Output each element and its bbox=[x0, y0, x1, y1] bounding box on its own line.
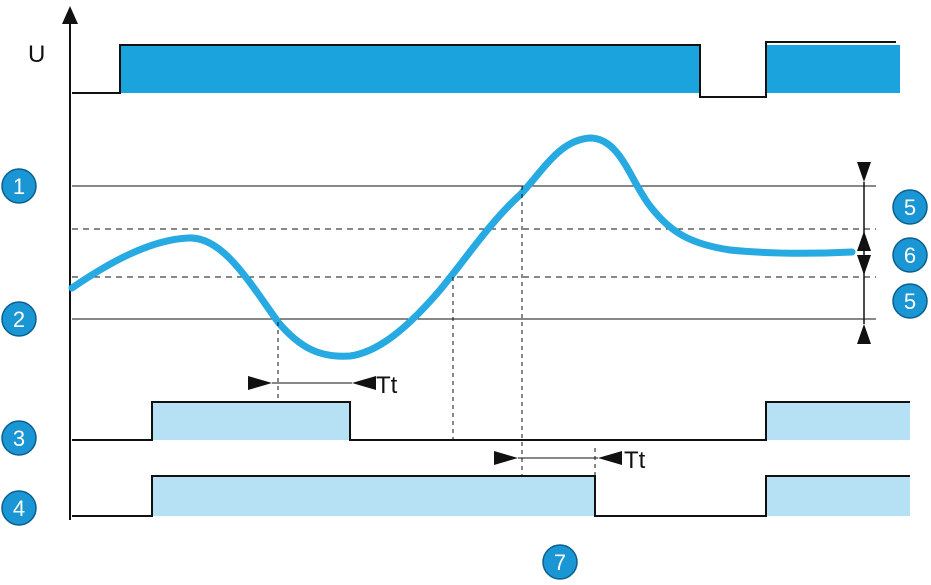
badge-2: 2 bbox=[1, 301, 37, 337]
svg-text:1: 1 bbox=[13, 174, 25, 199]
delay-arrow-left-icon-2 bbox=[598, 451, 622, 465]
hysteresis-up-arrow-icon bbox=[857, 231, 871, 251]
svg-text:5: 5 bbox=[904, 195, 916, 220]
range-bottom-arrow-icon bbox=[857, 324, 871, 344]
delay-arrow-left-icon bbox=[352, 376, 376, 390]
output-4-block-2 bbox=[766, 476, 910, 516]
svg-text:5: 5 bbox=[904, 289, 916, 314]
u-axis-label: U bbox=[28, 41, 45, 68]
svg-text:6: 6 bbox=[904, 243, 916, 268]
svg-text:3: 3 bbox=[13, 426, 25, 451]
badge-1: 1 bbox=[1, 168, 37, 204]
badge-5-lower: 5 bbox=[892, 283, 928, 319]
output-3-block-1 bbox=[152, 402, 350, 440]
output-4-trace bbox=[72, 475, 910, 517]
supply-voltage-line bbox=[72, 41, 896, 98]
monitored-signal-curve bbox=[68, 134, 856, 360]
svg-text:4: 4 bbox=[13, 496, 25, 521]
range-top-arrow-icon bbox=[857, 162, 871, 182]
svg-text:2: 2 bbox=[13, 307, 25, 332]
badge-5-upper: 5 bbox=[892, 189, 928, 225]
output-3-block-2 bbox=[766, 402, 910, 440]
delay-arrow-right-icon-2 bbox=[494, 451, 518, 465]
badge-4: 4 bbox=[1, 490, 37, 526]
delay-time-label-2: Tt bbox=[624, 447, 646, 474]
delay-time-label-1: Tt bbox=[376, 372, 398, 399]
supply-on-block-2 bbox=[766, 45, 900, 93]
delay-time-marker-2: Tt bbox=[494, 447, 646, 474]
hysteresis-down-arrow-icon bbox=[857, 255, 871, 275]
badge-6: 6 bbox=[892, 237, 928, 273]
supply-on-block-1 bbox=[120, 45, 700, 93]
output-4-block-1 bbox=[152, 476, 595, 516]
delay-time-marker-1: Tt bbox=[248, 372, 398, 399]
badge-3: 3 bbox=[1, 420, 37, 456]
output-3-trace bbox=[72, 401, 910, 441]
svg-text:7: 7 bbox=[554, 550, 566, 575]
delay-arrow-right-icon bbox=[248, 376, 272, 390]
range-indicator bbox=[857, 162, 871, 344]
supply-voltage-trace bbox=[72, 41, 900, 98]
axis-arrow-icon bbox=[62, 6, 78, 24]
badge-7: 7 bbox=[542, 544, 578, 580]
